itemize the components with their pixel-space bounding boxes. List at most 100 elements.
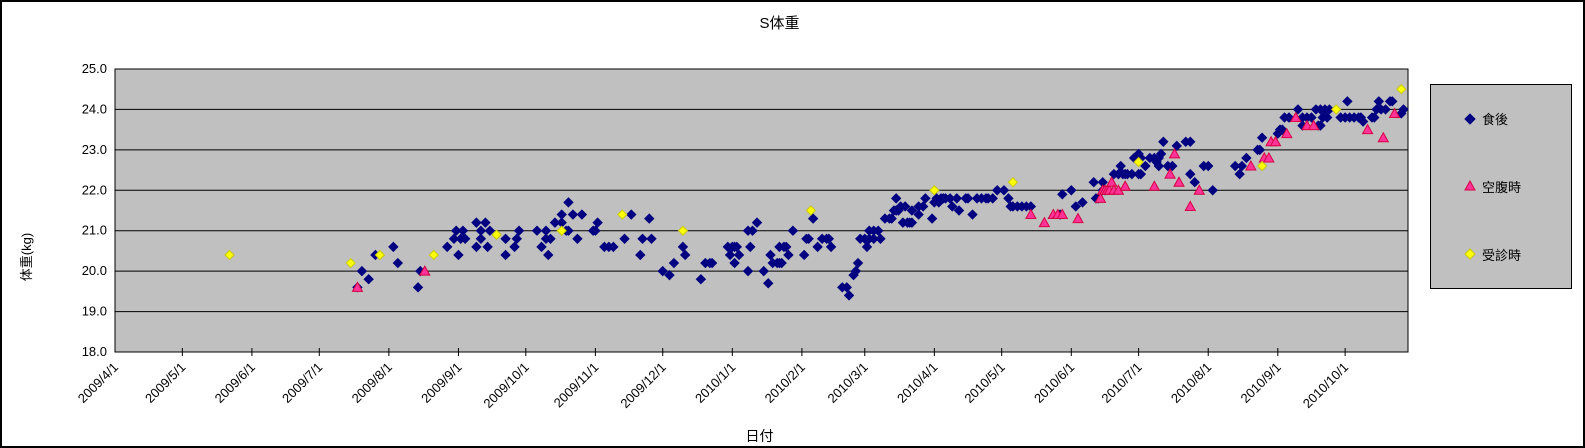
data-point-diamond [742,265,754,277]
data-point-diamond [1342,96,1353,107]
data-point-diamond [1057,189,1068,200]
legend-item: 受診時 [1431,245,1571,264]
data-point-diamond [841,282,853,293]
data-point-diamond [482,241,493,253]
data-point-triangle [1269,135,1282,147]
data-point-diamond [677,241,689,253]
data-point-diamond [868,233,879,245]
data-point-diamond [549,217,561,228]
data-point-diamond [637,233,648,245]
data-point-diamond [511,233,523,245]
plot-area [114,68,1409,353]
data-point-diamond [356,265,368,277]
data-point-diamond [706,257,718,269]
data-point-diamond [592,217,603,228]
legend-diamond-icon [1464,113,1476,125]
y-tick-label: 21.0 [82,223,107,238]
x-tick-label: 2009/10/1 [480,360,532,412]
data-point-diamond [747,225,758,236]
data-point-diamond [1387,96,1398,107]
data-point-diamond [803,233,814,245]
x-tick-label: 2010/5/1 [961,360,1007,406]
data-point-diamond [765,249,776,261]
data-point-diamond [448,233,460,245]
data-point-diamond [453,249,464,261]
data-point-diamond [1126,168,1138,180]
data-point-diamond [500,233,511,245]
data-point-diamond [1077,197,1088,208]
data-point-diamond [1088,176,1099,188]
data-point-diamond [1321,112,1333,123]
data-point-diamond [531,225,543,236]
data-point-diamond [617,209,628,220]
legend-item: 食後 [1431,109,1571,128]
x-tick-label: 2009/7/1 [279,360,325,406]
legend-item: 空腹時 [1431,177,1571,196]
data-point-diamond [798,249,810,261]
data-point-diamond [1229,160,1241,172]
data-point-diamond [536,241,547,253]
data-point-diamond [442,241,453,253]
data-point-diamond [1330,104,1342,115]
data-point-diamond [1234,168,1245,180]
data-point-diamond [679,249,691,261]
y-tick-label: 24.0 [82,101,107,116]
x-tick-label: 2010/2/1 [762,360,808,406]
data-point-triangle [1245,159,1257,171]
data-point-diamond [664,269,675,281]
data-point-diamond [998,185,1010,196]
data-point-diamond [962,193,974,204]
data-point-diamond [500,249,511,261]
data-point-diamond [608,241,619,253]
data-point-diamond [729,257,740,269]
data-point-diamond [783,249,794,261]
data-point-triangle [1038,216,1051,228]
data-point-diamond [545,233,556,245]
data-point-triangle [1280,127,1293,139]
data-point-diamond [1398,104,1409,115]
data-point-diamond [852,257,864,269]
x-tick-label: 2009/11/1 [551,360,602,411]
data-point-diamond [1396,84,1407,95]
x-tick-label: 2009/6/1 [212,360,258,406]
data-point-diamond [1003,193,1014,204]
legend-label: 食後 [1482,112,1509,128]
y-tick-label: 22.0 [82,182,107,197]
data-point-triangle [1388,107,1401,118]
data-point-diamond [850,265,861,277]
data-point-diamond [947,201,958,212]
data-point-diamond [1380,104,1391,115]
data-point-diamond [812,241,823,253]
data-point-diamond [906,217,918,228]
data-point-diamond [1203,160,1214,172]
data-point-diamond [392,257,404,269]
data-point-triangle [1094,192,1107,203]
data-point-diamond [576,209,588,220]
data-point-diamond [967,209,978,220]
data-point-diamond [886,213,897,224]
data-point-diamond [733,249,745,261]
data-point-diamond [1283,112,1295,123]
data-point-diamond [646,233,657,245]
data-point-diamond [543,249,554,261]
data-point-triangle [1262,151,1275,163]
x-tick-label: 2009/5/1 [142,360,188,406]
data-point-diamond [1153,160,1165,172]
data-point-diamond [805,205,817,216]
data-point-diamond [1115,160,1126,172]
x-tick-label: 2010/7/1 [1098,360,1144,406]
data-point-triangle [1184,200,1197,211]
data-point-diamond [890,193,902,204]
data-point-diamond [1185,136,1196,147]
legend-diamond-icon [1464,248,1476,260]
data-point-diamond [457,225,469,236]
data-point-diamond [875,233,886,245]
data-point-diamond [491,229,502,240]
y-tick-label: 23.0 [82,142,107,157]
data-point-diamond [471,241,482,253]
data-point-diamond [823,233,835,245]
data-point-diamond [1357,116,1369,127]
data-point-diamond [635,249,646,261]
x-tick-label: 2009/8/1 [349,360,395,406]
legend-label: 受診時 [1482,247,1522,263]
